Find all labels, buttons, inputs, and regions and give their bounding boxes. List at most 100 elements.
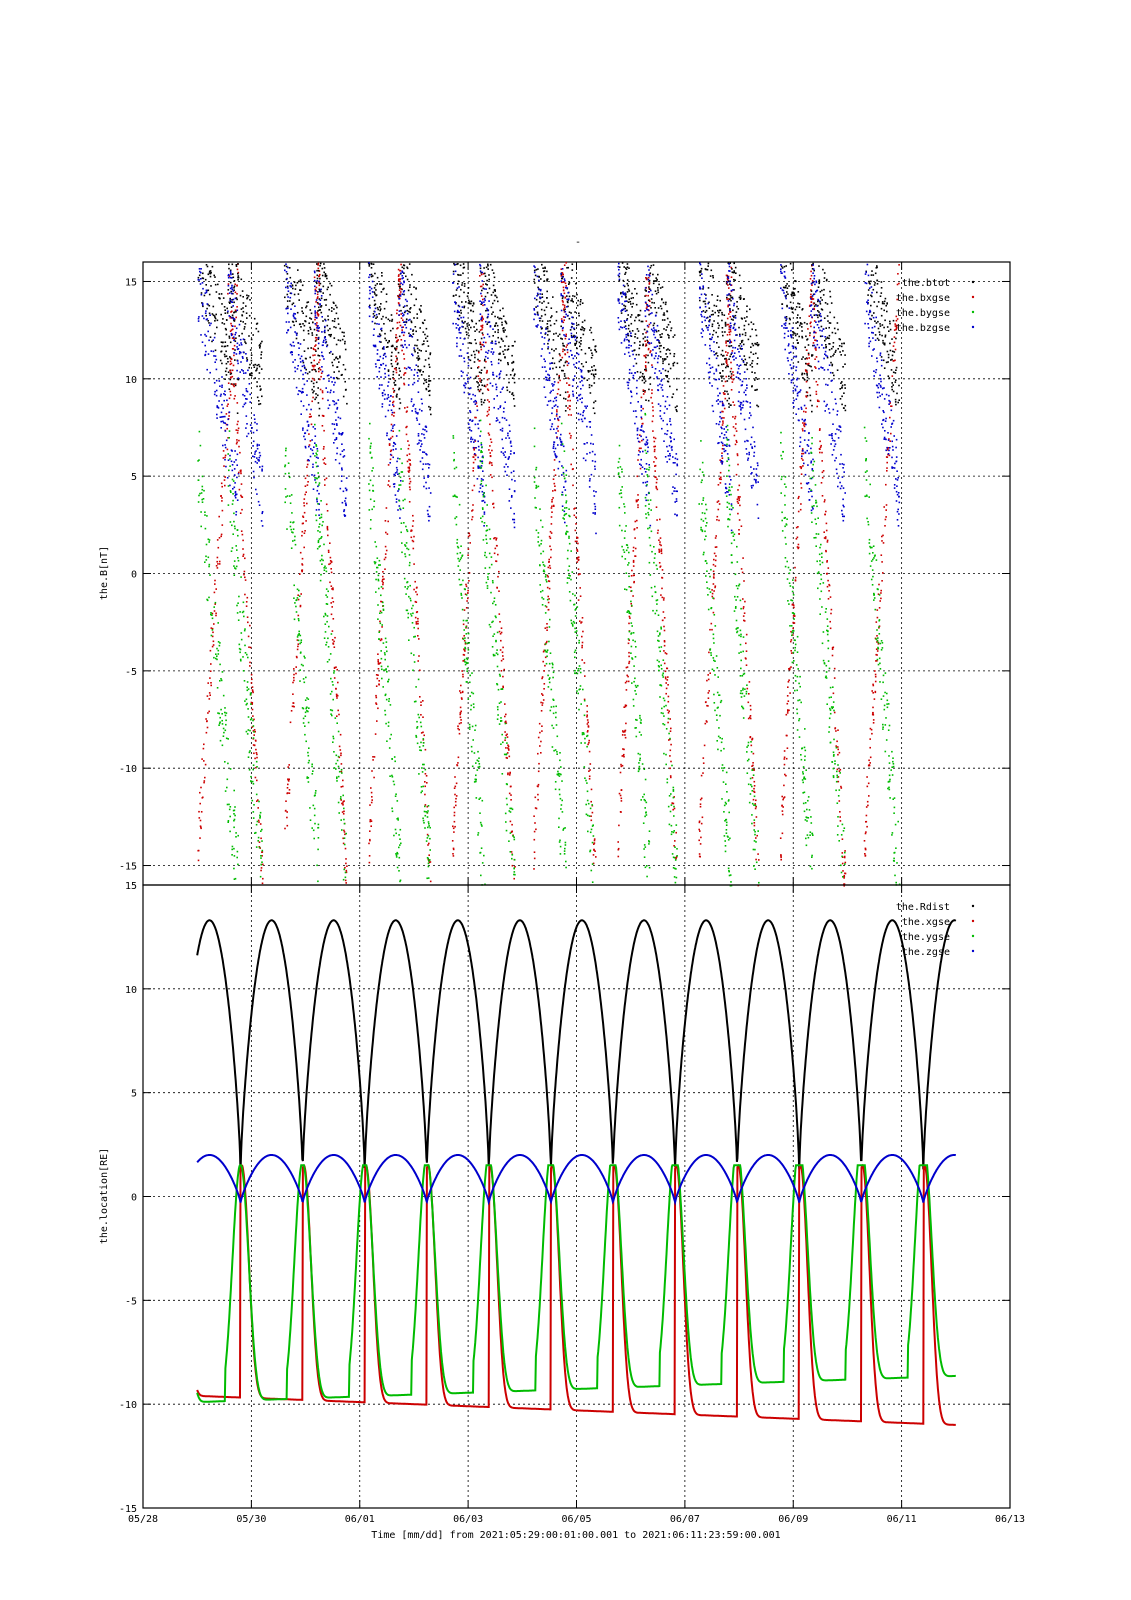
data-point [428, 854, 430, 856]
data-point [488, 321, 491, 323]
data-point [285, 800, 287, 802]
data-point [570, 435, 572, 437]
data-point [339, 798, 342, 800]
data-point [393, 405, 395, 408]
data-point [381, 578, 384, 581]
data-point [314, 314, 317, 316]
data-point [563, 518, 565, 520]
data-point [246, 689, 249, 692]
data-point [315, 790, 317, 792]
data-point [511, 362, 513, 364]
data-point [563, 264, 566, 266]
data-point [476, 328, 478, 331]
data-point [215, 379, 218, 382]
data-point [458, 311, 460, 313]
data-point [502, 411, 505, 413]
data-point [533, 282, 536, 284]
data-point [555, 432, 557, 434]
data-point [391, 365, 394, 368]
data-point [463, 629, 465, 631]
data-point [508, 840, 510, 842]
data-point [237, 863, 239, 866]
data-point [513, 526, 516, 529]
data-point [424, 814, 427, 817]
data-point [580, 349, 583, 351]
data-point [565, 501, 567, 504]
data-point [251, 708, 254, 711]
data-point [299, 289, 301, 291]
data-point [324, 484, 326, 486]
data-point [548, 338, 550, 341]
data-point [217, 546, 220, 549]
data-point [535, 507, 537, 509]
data-point [493, 552, 496, 555]
data-point [197, 859, 200, 862]
data-point [321, 563, 323, 565]
data-point [285, 271, 288, 273]
data-point [330, 333, 332, 336]
data-point [558, 333, 561, 336]
data-point [420, 305, 422, 307]
data-point [314, 290, 317, 292]
data-point [255, 793, 258, 796]
data-point [328, 352, 331, 354]
data-point [499, 346, 502, 348]
data-point [468, 329, 470, 331]
data-point [218, 515, 220, 518]
data-point [393, 415, 395, 417]
data-point [502, 386, 504, 389]
data-point [395, 360, 397, 363]
data-point [568, 591, 571, 593]
data-point [316, 489, 319, 492]
data-point [291, 320, 294, 323]
data-point [318, 355, 321, 357]
data-point [324, 565, 326, 568]
data-point [341, 811, 344, 813]
data-point [260, 351, 263, 353]
data-point [237, 378, 240, 381]
data-point [398, 870, 400, 872]
data-point [304, 432, 306, 435]
data-point [245, 730, 248, 733]
data-point [591, 825, 594, 827]
data-point [505, 829, 508, 832]
data-point [395, 832, 397, 835]
data-point [298, 633, 300, 635]
data-point [295, 672, 297, 675]
data-point [217, 406, 219, 408]
data-point [486, 585, 489, 587]
data-point [395, 369, 398, 371]
data-point [377, 660, 379, 663]
data-point [221, 713, 223, 715]
data-point [408, 444, 410, 447]
data-point [325, 594, 327, 596]
data-point [510, 785, 512, 788]
data-point [223, 465, 225, 467]
data-point [587, 721, 589, 724]
data-point [457, 283, 459, 285]
data-point [419, 449, 421, 451]
data-point [463, 391, 466, 394]
data-point [503, 327, 505, 329]
data-point [246, 390, 249, 393]
data-point [405, 542, 408, 544]
data-point [255, 831, 257, 834]
data-point [546, 640, 548, 643]
data-point [426, 340, 429, 342]
data-point [380, 363, 382, 366]
data-point [563, 349, 566, 351]
data-point [231, 845, 234, 848]
data-point [486, 415, 488, 417]
data-point [414, 616, 417, 619]
data-point [210, 663, 212, 665]
data-point [408, 458, 410, 461]
data-point [554, 404, 557, 406]
data-point [545, 642, 548, 644]
data-point [555, 455, 557, 457]
data-point [491, 646, 494, 648]
data-point [560, 433, 562, 436]
data-point [331, 639, 334, 641]
data-point [233, 338, 236, 340]
data-point [302, 707, 305, 710]
data-point [250, 780, 252, 782]
